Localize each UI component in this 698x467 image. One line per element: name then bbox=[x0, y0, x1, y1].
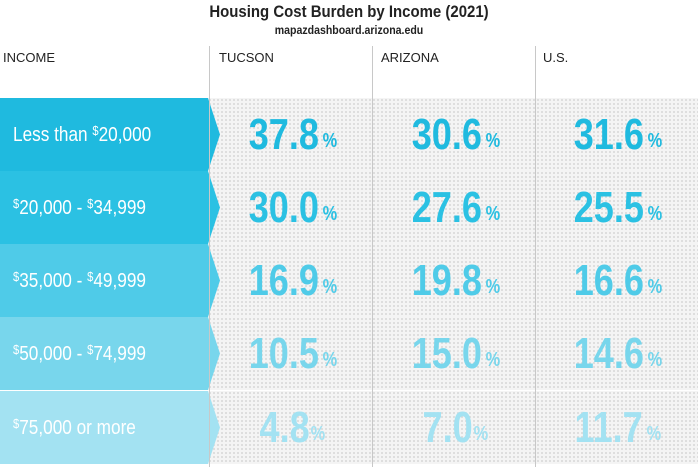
chart-subtitle: mapazdashboard.arizona.edu bbox=[274, 23, 424, 37]
data-value-cell: 25.5% bbox=[535, 171, 695, 244]
row-label: $20,000 - $34,999 bbox=[0, 171, 220, 244]
data-value-cell: 15.0% bbox=[373, 317, 533, 390]
data-value: 31.6 bbox=[573, 109, 645, 159]
percent-sign: % bbox=[485, 276, 501, 298]
data-value-cell: 7.0% bbox=[373, 391, 533, 464]
column-header-arizona: ARIZONA bbox=[381, 50, 439, 65]
percent-sign: % bbox=[322, 349, 338, 371]
percent-sign: % bbox=[485, 349, 501, 371]
row-background bbox=[208, 317, 698, 390]
data-value: 37.8 bbox=[248, 109, 320, 159]
row-label-text: $20,000 - $34,999 bbox=[13, 195, 146, 219]
percent-sign: % bbox=[322, 203, 338, 225]
row-label-text: $50,000 - $74,999 bbox=[13, 341, 146, 365]
data-value-cell: 30.6% bbox=[373, 98, 533, 171]
data-value-cell: 10.5% bbox=[210, 317, 370, 390]
data-value: 11.7 bbox=[574, 402, 644, 452]
data-value-cell: 11.7% bbox=[535, 391, 695, 464]
percent-sign: % bbox=[322, 130, 338, 152]
data-value: 27.6 bbox=[411, 182, 483, 232]
row-label: Less than $20,000 bbox=[0, 98, 220, 171]
row-label: $75,000 or more bbox=[0, 391, 220, 464]
row-label-text: Less than $20,000 bbox=[13, 122, 152, 146]
row-label-text: $35,000 - $49,999 bbox=[13, 268, 146, 292]
data-value: 25.5 bbox=[573, 182, 645, 232]
row-background bbox=[208, 391, 698, 464]
row-background bbox=[208, 98, 698, 171]
data-value-cell: 19.8% bbox=[373, 244, 533, 317]
data-value: 10.5 bbox=[248, 328, 320, 378]
percent-sign: % bbox=[485, 130, 501, 152]
data-value-cell: 14.6% bbox=[535, 317, 695, 390]
data-value: 15.0 bbox=[411, 328, 483, 378]
data-value-cell: 16.9% bbox=[210, 244, 370, 317]
column-divider bbox=[535, 46, 536, 467]
row-label: $35,000 - $49,999 bbox=[0, 244, 220, 317]
data-value: 4.8 bbox=[259, 402, 310, 452]
column-divider bbox=[209, 46, 210, 467]
data-value: 14.6 bbox=[573, 328, 645, 378]
percent-sign: % bbox=[310, 423, 325, 445]
data-value-cell: 30.0% bbox=[210, 171, 370, 244]
data-value-cell: 4.8% bbox=[210, 391, 370, 464]
data-value-cell: 37.8% bbox=[210, 98, 370, 171]
percent-sign: % bbox=[485, 203, 501, 225]
percent-sign: % bbox=[647, 130, 663, 152]
percent-sign: % bbox=[647, 203, 663, 225]
data-value-cell: 27.6% bbox=[373, 171, 533, 244]
row-label: $50,000 - $74,999 bbox=[0, 317, 220, 390]
row-background bbox=[208, 244, 698, 317]
percent-sign: % bbox=[647, 276, 663, 298]
column-header-tucson: TUCSON bbox=[219, 50, 274, 65]
data-value: 30.0 bbox=[248, 182, 320, 232]
percent-sign: % bbox=[647, 349, 663, 371]
percent-sign: % bbox=[322, 276, 338, 298]
row-background bbox=[208, 171, 698, 244]
data-value: 30.6 bbox=[411, 109, 483, 159]
column-header-income: INCOME bbox=[3, 50, 55, 65]
data-value-cell: 16.6% bbox=[535, 244, 695, 317]
column-divider bbox=[372, 46, 373, 467]
data-value-cell: 31.6% bbox=[535, 98, 695, 171]
data-value: 19.8 bbox=[411, 255, 483, 305]
chart-title: Housing Cost Burden by Income (2021) bbox=[209, 2, 489, 21]
percent-sign: % bbox=[473, 423, 488, 445]
data-value: 16.9 bbox=[248, 255, 320, 305]
row-label-text: $75,000 or more bbox=[13, 415, 136, 439]
data-value: 16.6 bbox=[573, 255, 645, 305]
percent-sign: % bbox=[646, 423, 661, 445]
data-value: 7.0 bbox=[422, 402, 473, 452]
column-header-us: U.S. bbox=[543, 50, 569, 65]
